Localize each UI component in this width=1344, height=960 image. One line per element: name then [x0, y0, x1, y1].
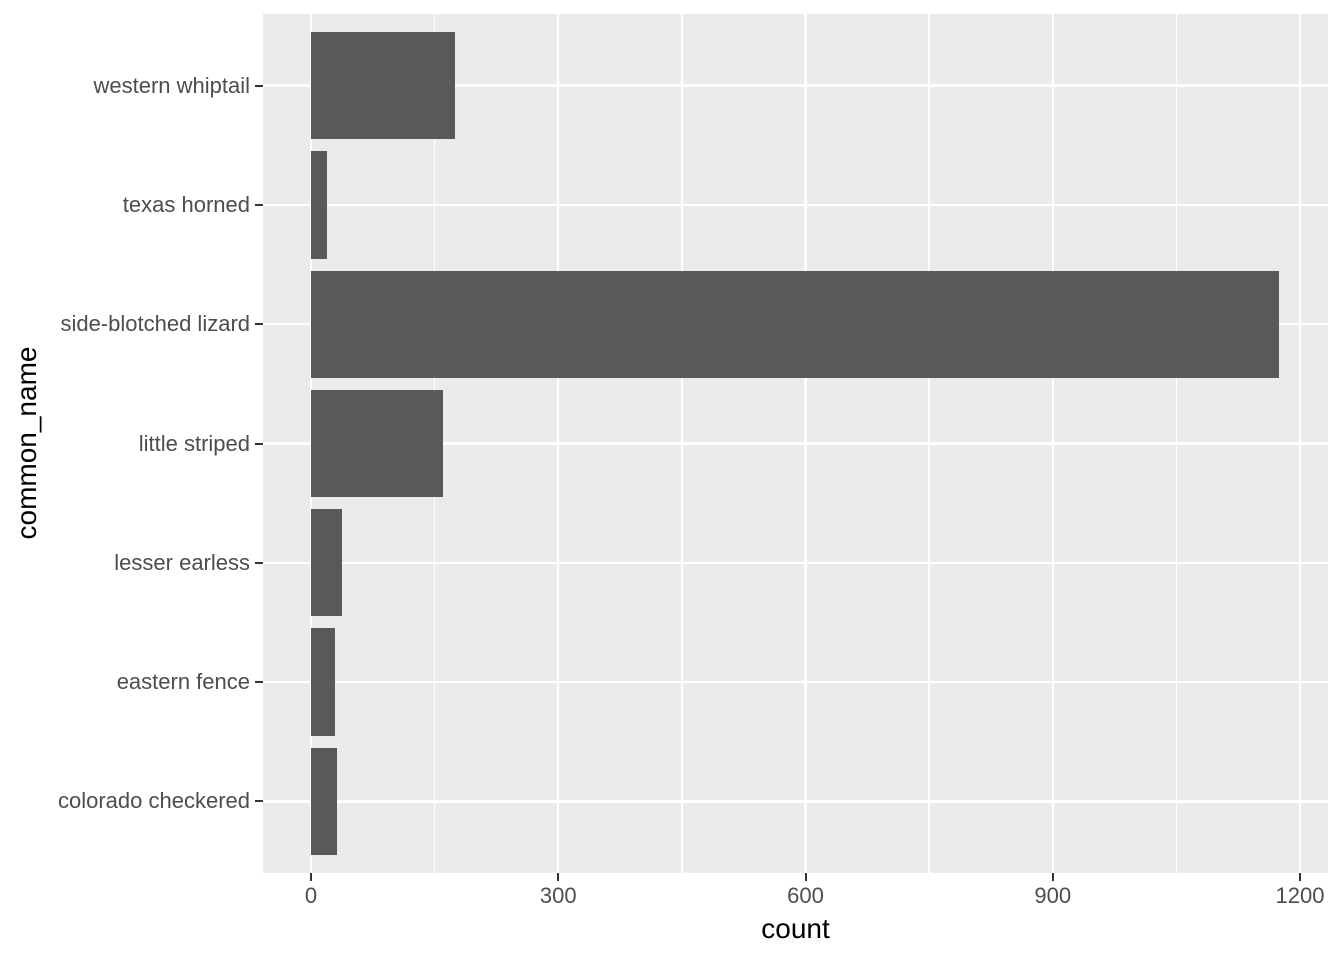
- x-tick-mark: [557, 873, 560, 881]
- y-tick-label: colorado checkered: [57, 788, 250, 814]
- y-tick-mark: [255, 442, 263, 445]
- bar-side-blotched-lizard: [311, 270, 1280, 378]
- bar-colorado-checkered: [311, 747, 337, 856]
- bar-western-whiptail: [311, 31, 456, 140]
- y-major-gridline: [263, 203, 1328, 206]
- y-tick-mark: [255, 203, 263, 206]
- y-major-gridline: [263, 800, 1328, 803]
- y-tick-mark: [255, 323, 263, 326]
- x-tick-mark: [1051, 873, 1054, 881]
- y-major-gridline: [263, 561, 1328, 564]
- x-tick-label: 600: [787, 883, 824, 908]
- y-axis-title: common_name: [11, 346, 42, 540]
- y-major-gridline: [263, 681, 1328, 684]
- x-tick-label: 300: [539, 883, 577, 908]
- y-major-gridline: [263, 442, 1328, 445]
- y-tick-label: western whiptail: [93, 72, 250, 98]
- bar-eastern-fence: [311, 628, 335, 736]
- y-tick-label: side-blotched lizard: [60, 311, 250, 337]
- y-major-gridline: [263, 84, 1328, 87]
- plot-panel: [263, 14, 1328, 873]
- y-tick-label: little striped: [138, 430, 250, 456]
- x-tick-mark: [1299, 873, 1301, 881]
- y-tick-label: lesser earless: [114, 549, 250, 575]
- y-tick-label: texas horned: [122, 191, 250, 217]
- bar-little-striped: [311, 389, 443, 498]
- x-tick-label: 1200: [1275, 883, 1325, 908]
- x-tick-label: 900: [1034, 883, 1072, 908]
- y-tick-mark: [255, 800, 263, 803]
- y-tick-mark: [255, 561, 263, 564]
- x-tick-label: 0: [304, 883, 318, 908]
- x-tick-mark: [804, 873, 807, 881]
- bar-texas-horned: [311, 151, 327, 259]
- x-axis-title: count: [761, 913, 830, 944]
- y-tick-mark: [255, 84, 263, 87]
- x-tick-mark: [310, 873, 312, 881]
- bar-lesser-earless: [311, 509, 343, 617]
- y-tick-mark: [255, 681, 263, 684]
- y-tick-label: eastern fence: [116, 669, 250, 695]
